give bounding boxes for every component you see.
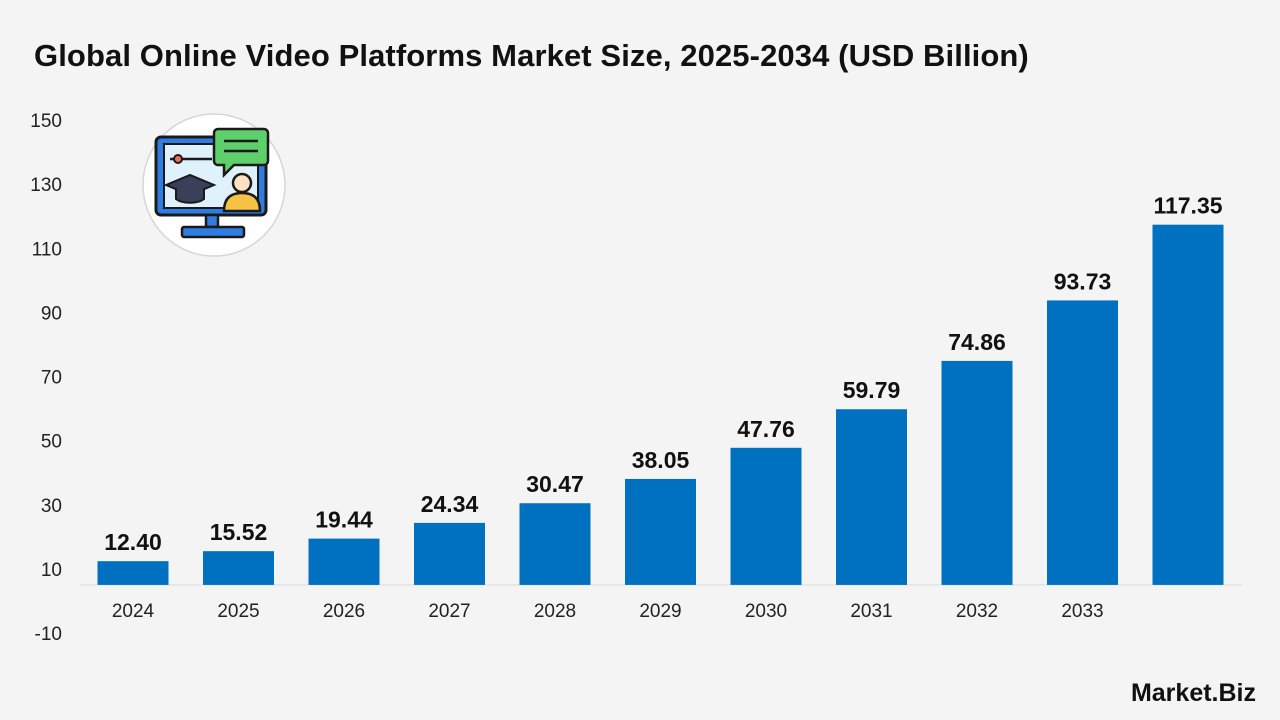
brand-text: Market.Biz — [1130, 679, 1256, 707]
bar-value-label: 19.44 — [315, 507, 373, 533]
bar-value-label: 59.79 — [843, 377, 901, 403]
x-tick-label: 2028 — [534, 601, 576, 622]
bar-value-label: 47.76 — [737, 416, 795, 442]
chart-title: Global Online Video Platforms Market Siz… — [34, 38, 1029, 73]
bars — [97, 224, 1224, 585]
x-tick-label: 2031 — [850, 601, 892, 622]
y-tick-label: 30 — [41, 496, 62, 517]
bar-value-label: 12.40 — [104, 529, 162, 555]
bar-value-label: 38.05 — [632, 447, 690, 473]
bar — [97, 561, 169, 585]
x-tick-label: 2029 — [639, 601, 681, 622]
x-axis: 2024 2025 2026 2027 2028 2029 2030 2031 2032 2033 — [112, 601, 1104, 622]
y-tick-label: 150 — [30, 111, 62, 132]
x-tick-label: 2026 — [323, 601, 365, 622]
bar-value-label: 15.52 — [210, 519, 268, 545]
brand-logo: Market.Biz — [1131, 679, 1256, 708]
y-tick-label: 90 — [41, 303, 62, 324]
y-tick-label: -10 — [35, 624, 62, 645]
bar — [730, 447, 802, 585]
bar-value-label: 93.73 — [1054, 268, 1112, 294]
bar-value-label: 30.47 — [526, 471, 584, 497]
y-tick-label: 70 — [41, 368, 62, 389]
y-axis: -10 10 30 50 70 90 110 130 150 — [30, 111, 62, 645]
bar — [519, 503, 591, 585]
y-tick-label: 130 — [30, 175, 62, 196]
value-labels: 12.40 15.52 19.44 24.34 30.47 38.05 47.76 59.79… — [104, 193, 1223, 555]
x-tick-label: 2025 — [217, 601, 259, 622]
x-tick-label: 2030 — [745, 601, 787, 622]
bar — [308, 538, 380, 585]
bar — [1152, 224, 1224, 585]
bar — [203, 551, 274, 585]
x-tick-label: 2033 — [1061, 601, 1103, 622]
x-tick-label: 2024 — [112, 601, 155, 622]
bar-value-label: 74.86 — [948, 329, 1006, 355]
y-tick-label: 110 — [32, 239, 62, 260]
bar-value-label: 24.34 — [421, 491, 479, 517]
y-tick-label: 50 — [41, 432, 62, 453]
bar-value-label: 117.35 — [1153, 193, 1222, 219]
bar — [625, 478, 696, 585]
bar — [1047, 300, 1118, 585]
x-tick-label: 2027 — [428, 601, 470, 622]
bar — [836, 409, 907, 585]
y-tick-label: 10 — [41, 560, 62, 581]
bar — [941, 360, 1013, 585]
x-tick-label: 2032 — [956, 601, 998, 622]
online-education-monitor-icon — [142, 113, 286, 257]
bar — [414, 522, 485, 585]
